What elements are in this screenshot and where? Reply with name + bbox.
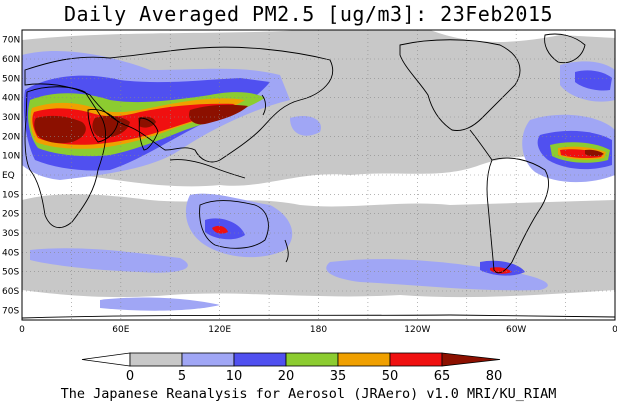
lat-label: 10N bbox=[2, 152, 20, 162]
indonesia-outline bbox=[169, 159, 246, 179]
lat-label: 50N bbox=[2, 74, 20, 84]
australia-outline bbox=[199, 200, 269, 249]
lat-label: 30S bbox=[2, 229, 19, 239]
lat-label: 60N bbox=[2, 55, 20, 65]
central-america-outline bbox=[469, 129, 493, 161]
arabia-outline bbox=[87, 109, 119, 143]
eurasia-outline bbox=[24, 46, 334, 163]
map-border bbox=[21, 29, 616, 321]
india-outline bbox=[138, 117, 159, 151]
south-america-outline bbox=[486, 157, 549, 274]
lat-label: 50S bbox=[2, 268, 19, 278]
grid-lines bbox=[22, 30, 615, 320]
lon-label: 60E bbox=[112, 325, 129, 335]
colorbar-segment bbox=[389, 352, 443, 367]
new-zealand-outline bbox=[284, 239, 289, 263]
lat-label: 40S bbox=[2, 248, 19, 258]
colorbar-tick-label: 0 bbox=[126, 369, 134, 384]
colorbar-tick-label: 20 bbox=[278, 369, 295, 384]
field-darkred bbox=[34, 104, 604, 157]
colorbar-segment bbox=[181, 352, 235, 367]
lat-label: 60S bbox=[2, 287, 19, 297]
lat-label: EQ bbox=[2, 171, 15, 181]
lon-label: 0 bbox=[612, 325, 617, 335]
colorbar-tick-label: 80 bbox=[486, 369, 503, 384]
colorbar-tick-label: 35 bbox=[330, 369, 347, 384]
colorbar-min-arrow bbox=[81, 352, 131, 367]
lon-label: 60W bbox=[506, 325, 526, 335]
lat-label: 30N bbox=[2, 113, 20, 123]
map-title: Daily Averaged PM2.5 [ug/m3]: 23Feb2015 bbox=[63, 2, 554, 26]
lat-label: 10S bbox=[2, 190, 19, 200]
lat-label: 40N bbox=[2, 94, 20, 104]
longitude-labels: 0 60E 120E 180 120W 60W 0 bbox=[19, 325, 617, 335]
lon-label: 0 bbox=[19, 325, 25, 335]
lon-label: 120W bbox=[404, 325, 430, 335]
colorbar-segment bbox=[337, 352, 391, 367]
colorbar-tick-label: 10 bbox=[226, 369, 243, 384]
colorbar-segment bbox=[285, 352, 339, 367]
colorbar-tick-label: 50 bbox=[382, 369, 399, 384]
colorbar-segment bbox=[129, 352, 183, 367]
lat-label: 20S bbox=[2, 210, 19, 220]
lon-label: 180 bbox=[310, 325, 327, 335]
footer-credit: The Japanese Reanalysis for Aerosol (JRA… bbox=[60, 386, 557, 402]
north-america-outline bbox=[399, 39, 521, 131]
antarctica-outline bbox=[22, 314, 615, 319]
colorbar: 0 5 10 20 35 50 65 80 bbox=[81, 352, 503, 384]
coastlines bbox=[22, 33, 615, 319]
lat-label: 70N bbox=[2, 36, 20, 46]
colorbar-tick-label: 5 bbox=[178, 369, 186, 384]
pm25-fields bbox=[22, 30, 615, 311]
lat-label: 20N bbox=[2, 132, 20, 142]
lat-label: 70S bbox=[2, 306, 19, 316]
japan-outline bbox=[261, 94, 266, 116]
colorbar-segment bbox=[233, 352, 287, 367]
latitude-labels: 70N 60N 50N 40N 30N 20N 10N EQ 10S 20S 30S 40S 50S 60… bbox=[2, 36, 20, 317]
greenland-outline bbox=[544, 33, 586, 64]
lon-label: 120E bbox=[208, 325, 231, 335]
africa-outline bbox=[24, 86, 107, 229]
colorbar-tick-label: 65 bbox=[434, 369, 451, 384]
colorbar-max-arrow bbox=[441, 352, 501, 367]
